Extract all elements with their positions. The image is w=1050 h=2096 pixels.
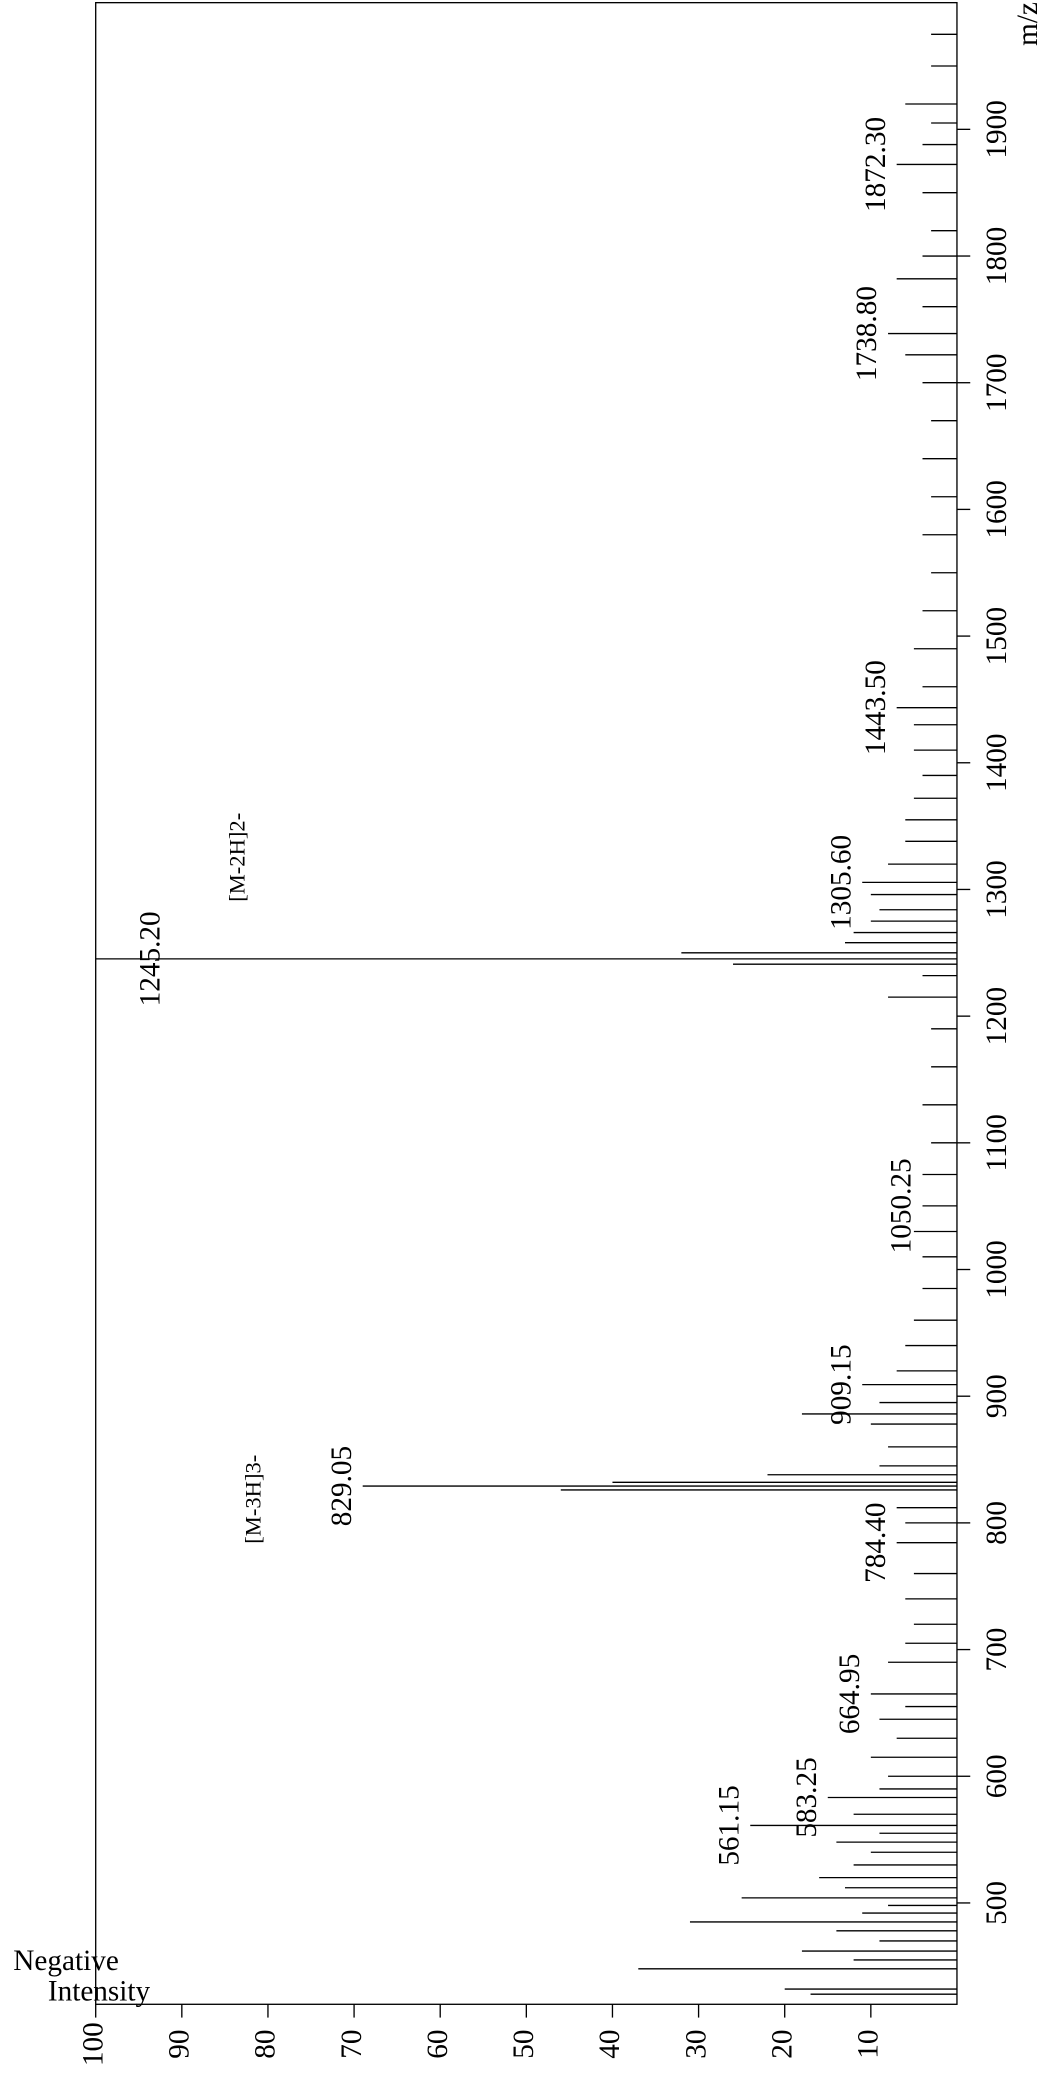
peak-label: 1872.30 (860, 117, 892, 212)
x-tick-label: 1900 (981, 100, 1013, 158)
peak-label: 829.05 (326, 1446, 358, 1526)
peak-label: 909.15 (825, 1344, 857, 1424)
y-tick-label: 10 (853, 2030, 885, 2059)
y-tick-label: 40 (594, 2030, 626, 2059)
peak-label: 583.25 (791, 1757, 823, 1837)
peak-label: 1305.60 (825, 835, 857, 930)
x-tick-label: 1100 (981, 1114, 1013, 1171)
x-tick-label: 1300 (981, 860, 1013, 918)
y-tick-label: 30 (680, 2030, 712, 2059)
y-tick-label: 80 (250, 2030, 282, 2059)
annotation: [M-2H]2- (224, 813, 249, 902)
peak-label: 1443.50 (860, 660, 892, 755)
x-tick-label: 1000 (981, 1240, 1013, 1298)
x-tick-label: 1500 (981, 607, 1013, 665)
y-tick-label: 100 (77, 2022, 109, 2066)
x-tick-label: 900 (981, 1374, 1013, 1418)
x-tick-label: 1700 (981, 353, 1013, 411)
x-tick-label: 1600 (981, 480, 1013, 538)
peak-label: 1245.20 (135, 911, 167, 1006)
peak-label: 1050.25 (886, 1158, 918, 1253)
y-axis-label: Negative (13, 1945, 119, 1977)
y-tick-label: 70 (336, 2030, 368, 2059)
y-tick-label: 20 (766, 2030, 798, 2059)
x-tick-label: 1800 (981, 227, 1013, 285)
x-tick-label: 800 (981, 1501, 1013, 1545)
x-tick-label: 1200 (981, 987, 1013, 1045)
y-tick-label: 50 (508, 2030, 540, 2059)
peak-label: 784.40 (860, 1502, 892, 1582)
y-tick-label: 90 (164, 2030, 196, 2059)
x-tick-label: 1400 (981, 734, 1013, 792)
peak-label: 561.15 (713, 1785, 745, 1865)
x-axis-label: m/z (1012, 2, 1044, 46)
y-tick-label: 60 (422, 2030, 454, 2059)
x-tick-label: 700 (981, 1628, 1013, 1672)
peak-label: 664.95 (834, 1654, 866, 1734)
x-tick-label: 500 (981, 1881, 1013, 1925)
peak-label: 1738.80 (851, 286, 883, 381)
plot-frame (95, 1, 958, 2005)
annotation: [M-3H]3- (240, 1455, 265, 1544)
y-axis-label: Intensity (48, 1975, 151, 2007)
x-tick-label: 600 (981, 1754, 1013, 1798)
